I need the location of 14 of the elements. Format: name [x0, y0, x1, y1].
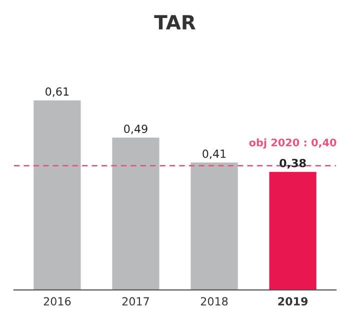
data-label: 0,61 — [46, 87, 69, 97]
data-label: 0,49 — [124, 124, 148, 134]
data-label: 0,38 — [280, 158, 306, 169]
x-tick-label: 2018 — [200, 297, 228, 306]
ref-line-label: obj 2020 : 0,40 — [249, 138, 336, 149]
data-label: 0,41 — [202, 149, 226, 160]
chart-title: TAR — [154, 15, 196, 30]
bar — [269, 172, 316, 290]
x-tick-label: 2016 — [44, 297, 71, 306]
bar — [112, 138, 160, 290]
bar — [34, 100, 81, 290]
x-tick-label: 2019 — [278, 297, 308, 306]
x-tick-label: 2017 — [122, 297, 149, 306]
bar — [190, 162, 238, 290]
